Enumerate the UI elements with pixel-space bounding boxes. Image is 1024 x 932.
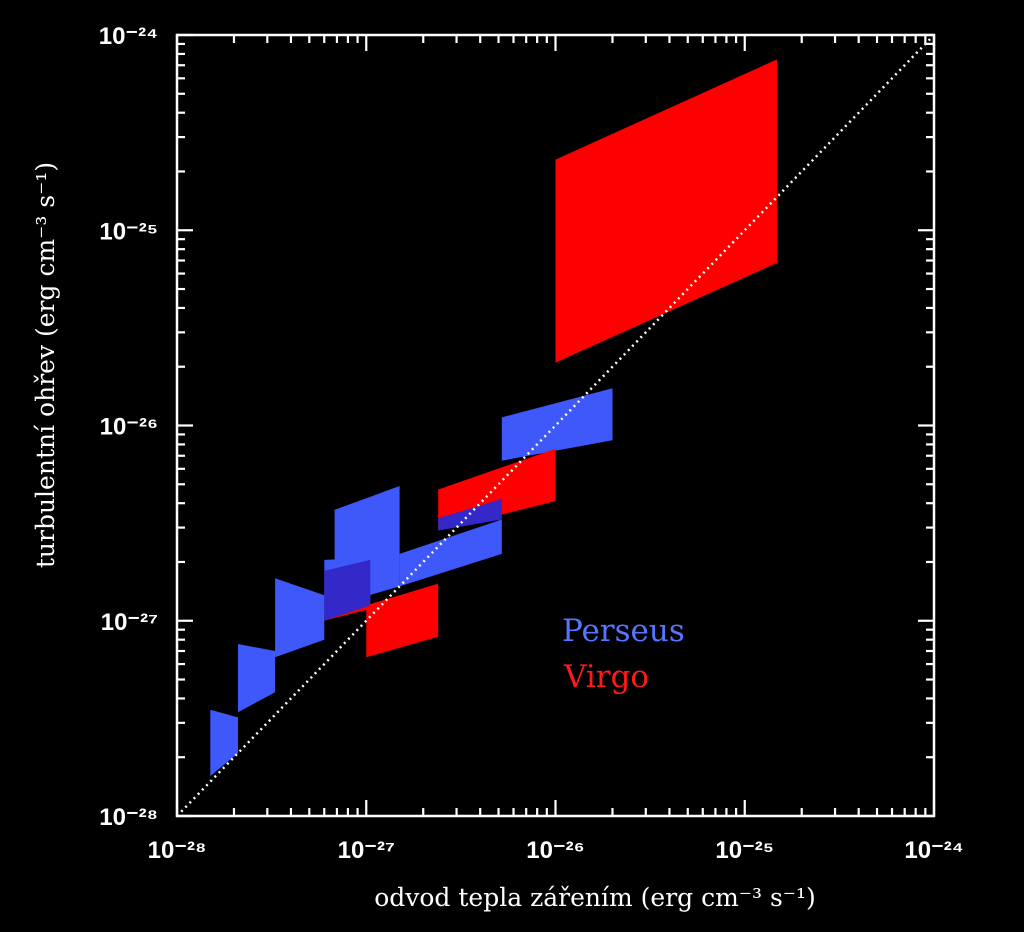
reference-line-group bbox=[176, 34, 935, 817]
y-tick-label: 10⁻²⁷ bbox=[101, 609, 158, 636]
virgo-region-2 bbox=[366, 583, 439, 658]
legend-entry-virgo: Virgo bbox=[563, 659, 649, 695]
x-axis-label: odvod tepla zářením (erg cm⁻³ s⁻¹) bbox=[374, 883, 816, 912]
y-axis-label: turbulentní ohřev (erg cm⁻³ s⁻¹) bbox=[31, 162, 60, 568]
y-tick-label: 10⁻²⁸ bbox=[99, 804, 158, 831]
perseus-region-2 bbox=[238, 644, 276, 713]
data-regions bbox=[210, 59, 777, 777]
perseus-region-1 bbox=[210, 709, 238, 777]
x-tick-label: 10⁻²⁶ bbox=[526, 837, 584, 864]
perseus-region-3 bbox=[275, 578, 325, 658]
y-tick-label: 10⁻²⁶ bbox=[100, 414, 158, 441]
perseus-region-6 bbox=[399, 519, 502, 587]
axis-ticks bbox=[175, 33, 936, 818]
legend-entry-perseus: Perseus bbox=[562, 613, 685, 649]
x-tick-label: 10⁻²⁵ bbox=[715, 837, 774, 864]
perseus-region-7 bbox=[501, 388, 613, 461]
overlap-region-1 bbox=[324, 559, 371, 621]
virgo-region-4 bbox=[555, 59, 777, 363]
x-tick-label: 10⁻²⁷ bbox=[338, 837, 395, 864]
y-tick-label: 10⁻²⁵ bbox=[99, 218, 158, 245]
y-tick-label: 10⁻²⁴ bbox=[99, 23, 158, 50]
one-to-one-line bbox=[176, 34, 935, 817]
x-tick-label: 10⁻²⁴ bbox=[904, 837, 963, 864]
tick-labels: 10⁻²⁸ 10⁻²⁷ 10⁻²⁶ 10⁻²⁵ 10⁻²⁴ 10⁻²⁸ 10⁻²⁷ 10⁻²⁶… bbox=[99, 23, 964, 864]
x-tick-label: 10⁻²⁸ bbox=[148, 837, 207, 864]
